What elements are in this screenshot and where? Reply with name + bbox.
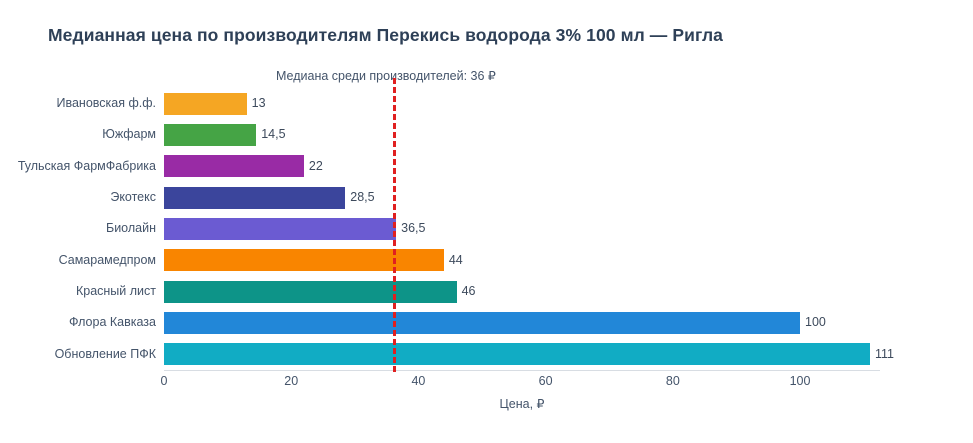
x-axis-title: Цена, ₽ (499, 397, 545, 411)
bar-value-label: 13 (251, 96, 266, 110)
category-label: Красный лист (75, 284, 156, 298)
x-axis-tick-label: 60 (538, 374, 553, 388)
bar[interactable] (164, 343, 870, 366)
bar-value-label: 14,5 (261, 127, 286, 142)
bar[interactable] (164, 123, 257, 146)
bar-value-label: 44 (448, 252, 463, 267)
category-label: Биолайн (106, 221, 156, 236)
bar-value-label: 46 (461, 284, 476, 298)
category-label: Самарамедпром (58, 252, 156, 267)
bar-row: Ивановская ф.ф. 13 (57, 88, 870, 119)
category-label: Экотекс (110, 190, 156, 204)
bar-value-label: 100 (805, 315, 826, 330)
x-axis-tick-label: 0 (160, 374, 168, 388)
x-axis-tick-label: 100 (789, 374, 811, 388)
median-annotation-label: Медиана среди производителей: 36 ₽ (276, 69, 496, 83)
bar-row: Южфарм 14,5 (102, 119, 870, 150)
plot-area: Ивановская ф.ф. 13 Южфарм 14,5 Тульская Фарм… (18, 78, 894, 372)
bar-row: Экотекс 28,5 (110, 182, 870, 213)
x-axis-tick-label: 80 (665, 374, 680, 388)
bar-row: Красный лист 46 (76, 276, 870, 307)
category-label: Ивановская ф.ф. (56, 96, 157, 110)
bar[interactable] (164, 186, 346, 209)
bar-value-label: 36,5 (401, 221, 426, 236)
bar-row: Самарамедпром 44 (59, 245, 870, 276)
category-label: Южфарм (102, 127, 156, 142)
x-axis-tick-label: 20 (284, 374, 299, 388)
bar[interactable] (164, 280, 457, 303)
bar[interactable] (164, 217, 397, 240)
bar-value-label: 22 (308, 158, 323, 173)
median-reference-line (392, 78, 396, 372)
x-axis-line (164, 370, 880, 371)
bar-row: Флора Кавказа 100 (69, 307, 870, 338)
chart-title: Медианная цена по производителям Перекис… (48, 25, 724, 45)
category-label: Тульская ФармФабрика (17, 158, 156, 173)
category-label: Обновление ПФК (54, 346, 156, 361)
bar-row: Тульская ФармФабрика 22 (18, 151, 870, 182)
bar-value-label: 111 (875, 346, 895, 361)
bar[interactable] (164, 92, 247, 115)
x-axis-tick-label: 40 (411, 374, 426, 388)
bar-row: Обновление ПФК 111 (55, 339, 894, 370)
bar[interactable] (164, 311, 801, 334)
bar-row: Биолайн 36,5 (106, 213, 870, 244)
category-label: Флора Кавказа (69, 315, 156, 330)
bar[interactable] (164, 249, 444, 272)
bar[interactable] (164, 155, 304, 178)
bar-value-label: 28,5 (350, 190, 375, 204)
